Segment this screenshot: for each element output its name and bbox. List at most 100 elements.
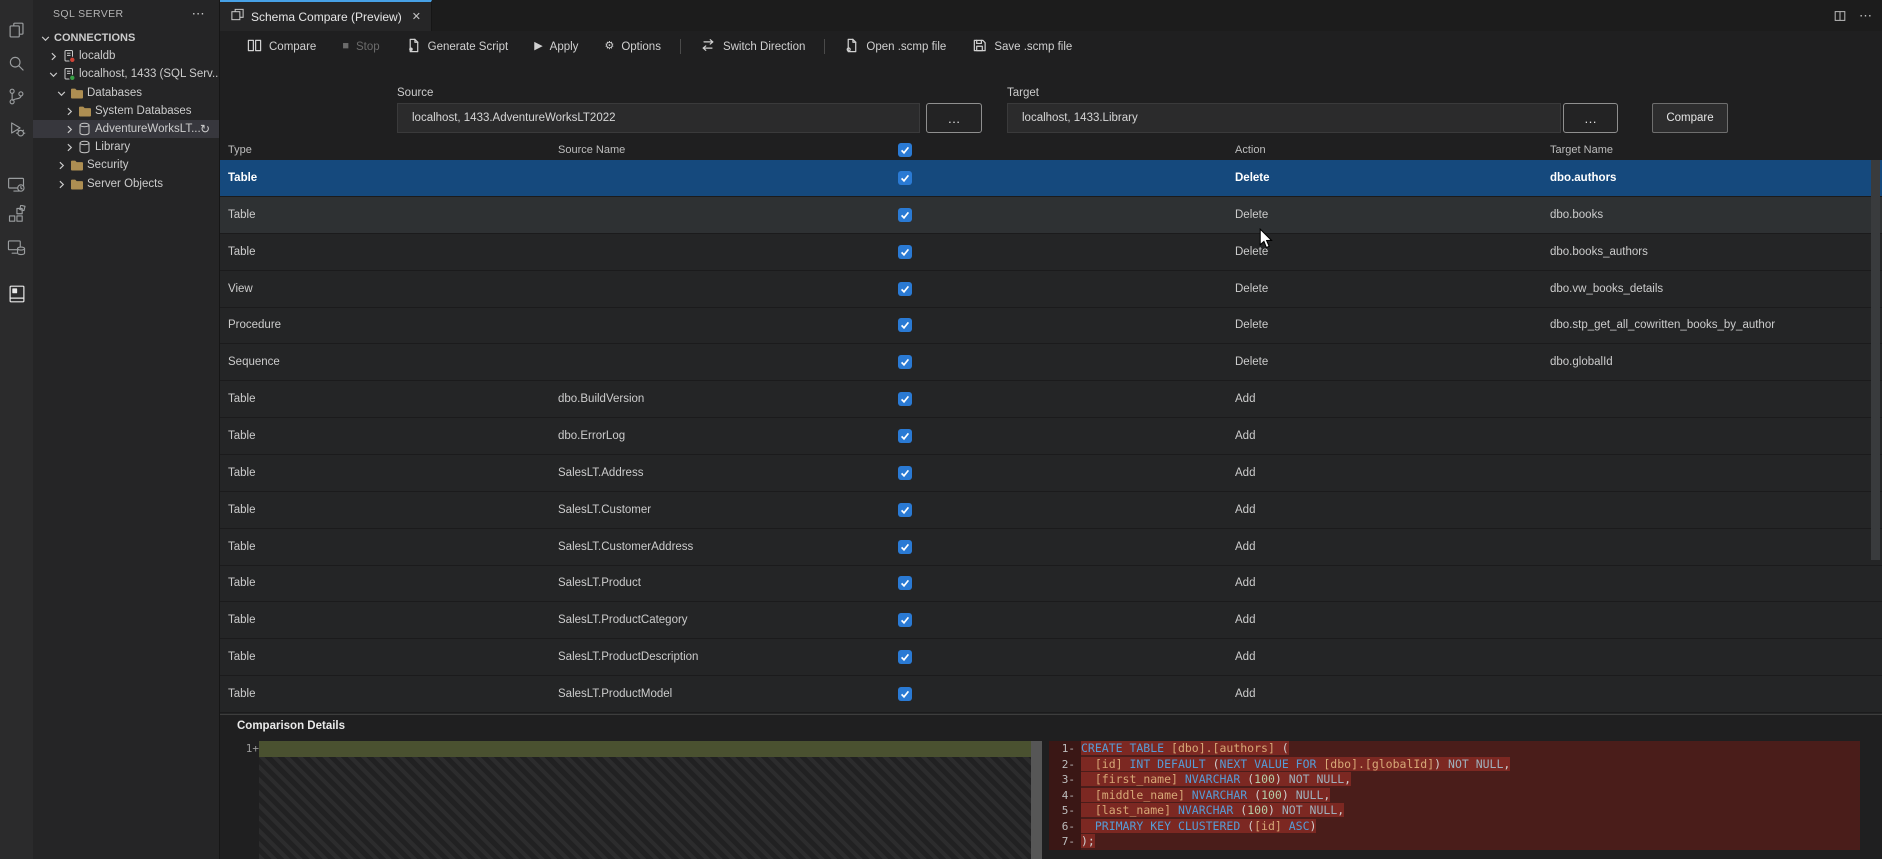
source-browse-button[interactable]: …: [926, 103, 982, 133]
column-header-type[interactable]: Type: [228, 144, 252, 156]
toolbar-button-label: Stop: [355, 40, 380, 53]
tree-item-library[interactable]: Library: [33, 138, 219, 156]
grid-row[interactable]: Table SalesLT.Address Add: [220, 455, 1882, 492]
grid-row[interactable]: Table Delete dbo.books_authors: [220, 234, 1882, 271]
close-icon[interactable]: ✕: [411, 11, 421, 23]
tree-item-label: System Databases: [95, 105, 192, 117]
include-checkbox[interactable]: [898, 392, 912, 406]
editor-actions: ⋯: [1833, 0, 1872, 31]
open-file-icon: [844, 38, 859, 56]
source-input[interactable]: localhost, 1433.AdventureWorksLT2022: [397, 103, 920, 133]
column-header-target-name[interactable]: Target Name: [1550, 144, 1613, 156]
grid-scrollbar[interactable]: [1871, 160, 1880, 560]
stop-button: ■ Stop: [329, 31, 392, 62]
include-checkbox[interactable]: [898, 208, 912, 222]
include-checkbox[interactable]: [898, 318, 912, 332]
tree-item-databases[interactable]: Databases: [33, 84, 219, 102]
remote-explorer-icon[interactable]: [0, 168, 33, 201]
toolbar-button-label: Generate Script: [427, 40, 509, 53]
diff-target-pane: 1- CREATE TABLE [dbo].[authors] (2- [id] …: [1049, 741, 1882, 859]
grid-row[interactable]: Table dbo.ErrorLog Add: [220, 418, 1882, 455]
chevron-right-icon: [62, 125, 76, 134]
tree-item-security[interactable]: Security: [33, 156, 219, 174]
include-checkbox[interactable]: [898, 355, 912, 369]
split-editor-icon[interactable]: [1833, 9, 1847, 23]
column-header-source-name[interactable]: Source Name: [558, 144, 626, 156]
code-token: [dbo].[authors]: [1171, 741, 1275, 755]
cell-type: Procedure: [228, 319, 282, 331]
generate-script-button[interactable]: Generate Script: [393, 31, 522, 62]
sql-server-icon[interactable]: [0, 231, 33, 264]
extensions-icon[interactable]: [0, 199, 33, 232]
tree-item-adventureworkslt[interactable]: AdventureWorksLT... ↻: [33, 120, 219, 138]
target-input[interactable]: localhost, 1433.Library: [1007, 103, 1561, 133]
switch-direction-button[interactable]: Switch Direction: [687, 31, 818, 62]
tree-item-localdb[interactable]: localdb: [33, 47, 219, 65]
column-header-action[interactable]: Action: [1235, 144, 1266, 156]
include-checkbox[interactable]: [898, 540, 912, 554]
stop-icon: ■: [342, 40, 349, 52]
code-token: );: [1081, 834, 1095, 848]
grid-row[interactable]: Sequence Delete dbo.globalId: [220, 344, 1882, 381]
cell-action: Add: [1235, 577, 1256, 589]
tree-item-system-databases[interactable]: System Databases: [33, 102, 219, 120]
cell-action: Add: [1235, 688, 1256, 700]
cell-type: Table: [228, 688, 256, 700]
tab-schema-compare[interactable]: Schema Compare (Preview) ✕: [220, 0, 432, 31]
grid-row[interactable]: Table SalesLT.Product Add: [220, 565, 1882, 602]
diff-removed-line: 4- [middle_name] NVARCHAR (100) NULL,: [1049, 787, 1882, 803]
schema-compare-icon[interactable]: [0, 277, 33, 310]
apply-button[interactable]: ▶ Apply: [521, 31, 591, 62]
compare-button[interactable]: Compare: [1652, 103, 1728, 133]
include-checkbox[interactable]: [898, 429, 912, 443]
more-actions-icon[interactable]: ⋯: [1859, 7, 1872, 23]
include-checkbox[interactable]: [898, 466, 912, 480]
grid-row[interactable]: Table Delete dbo.books: [220, 197, 1882, 234]
grid-row[interactable]: Table SalesLT.ProductDescription Add: [220, 639, 1882, 676]
editor-area: Schema Compare (Preview) ✕ ⋯ Compare ■ Sto…: [219, 0, 1882, 859]
grid-row[interactable]: Table Delete dbo.authors: [220, 160, 1882, 197]
options-button[interactable]: ⚙ Options: [591, 31, 674, 62]
cell-target-name: dbo.vw_books_details: [1550, 283, 1664, 295]
search-icon[interactable]: [0, 47, 33, 80]
save-scmp-file-button[interactable]: Save .scmp file: [959, 31, 1085, 62]
include-checkbox[interactable]: [898, 245, 912, 259]
run-debug-icon[interactable]: [0, 113, 33, 146]
toolbar-button-label: Compare: [269, 40, 317, 53]
include-checkbox[interactable]: [898, 687, 912, 701]
grid-row[interactable]: Table SalesLT.ProductModel Add: [220, 676, 1882, 713]
tree-item-connections[interactable]: CONNECTIONS: [33, 29, 219, 47]
grid-row[interactable]: Procedure Delete dbo.stp_get_all_cowritten…: [220, 307, 1882, 344]
include-checkbox[interactable]: [898, 613, 912, 627]
cell-action: Add: [1235, 541, 1256, 553]
source-control-icon[interactable]: [0, 80, 33, 113]
chevron-right-icon: [62, 143, 76, 152]
cell-action: Delete: [1235, 172, 1270, 184]
include-checkbox[interactable]: [898, 503, 912, 517]
include-checkbox[interactable]: [898, 282, 912, 296]
explorer-icon[interactable]: [0, 14, 33, 47]
diff-source-scrollbar[interactable]: [1031, 741, 1042, 859]
sidebar: SQL SERVER ⋯ CONNECTIONS localdb localhost…: [33, 0, 219, 859]
grid-row[interactable]: Table SalesLT.CustomerAddress Add: [220, 529, 1882, 566]
tree-item-server-objects[interactable]: Server Objects: [33, 175, 219, 193]
include-checkbox[interactable]: [898, 171, 912, 185]
tree-item-localhost-1433-sql-serv[interactable]: localhost, 1433 (SQL Serv...: [33, 65, 219, 83]
target-browse-button[interactable]: …: [1563, 103, 1618, 133]
include-checkbox[interactable]: [898, 576, 912, 590]
open-scmp-file-button[interactable]: Open .scmp file: [831, 31, 959, 62]
select-all-checkbox[interactable]: [898, 143, 912, 157]
grid-row[interactable]: Table dbo.BuildVersion Add: [220, 381, 1882, 418]
compare-button[interactable]: Compare: [234, 31, 329, 62]
save-file-icon: [972, 38, 987, 56]
more-actions-icon[interactable]: ⋯: [191, 6, 205, 21]
refresh-icon[interactable]: ↻: [199, 122, 210, 136]
code-text: PRIMARY KEY CLUSTERED ([id] ASC): [1081, 818, 1317, 833]
grid-row[interactable]: Table SalesLT.ProductCategory Add: [220, 602, 1882, 639]
grid-row[interactable]: Table SalesLT.Customer Add: [220, 492, 1882, 529]
include-checkbox[interactable]: [898, 650, 912, 664]
line-number: 4-: [1049, 787, 1081, 803]
grid-row[interactable]: View Delete dbo.vw_books_details: [220, 271, 1882, 308]
database-icon: [76, 122, 93, 136]
cell-target-name: dbo.books: [1550, 209, 1604, 221]
